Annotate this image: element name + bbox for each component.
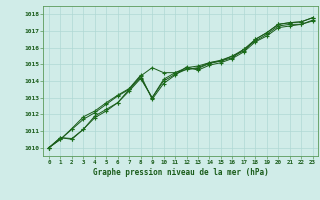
X-axis label: Graphe pression niveau de la mer (hPa): Graphe pression niveau de la mer (hPa): [93, 168, 269, 177]
